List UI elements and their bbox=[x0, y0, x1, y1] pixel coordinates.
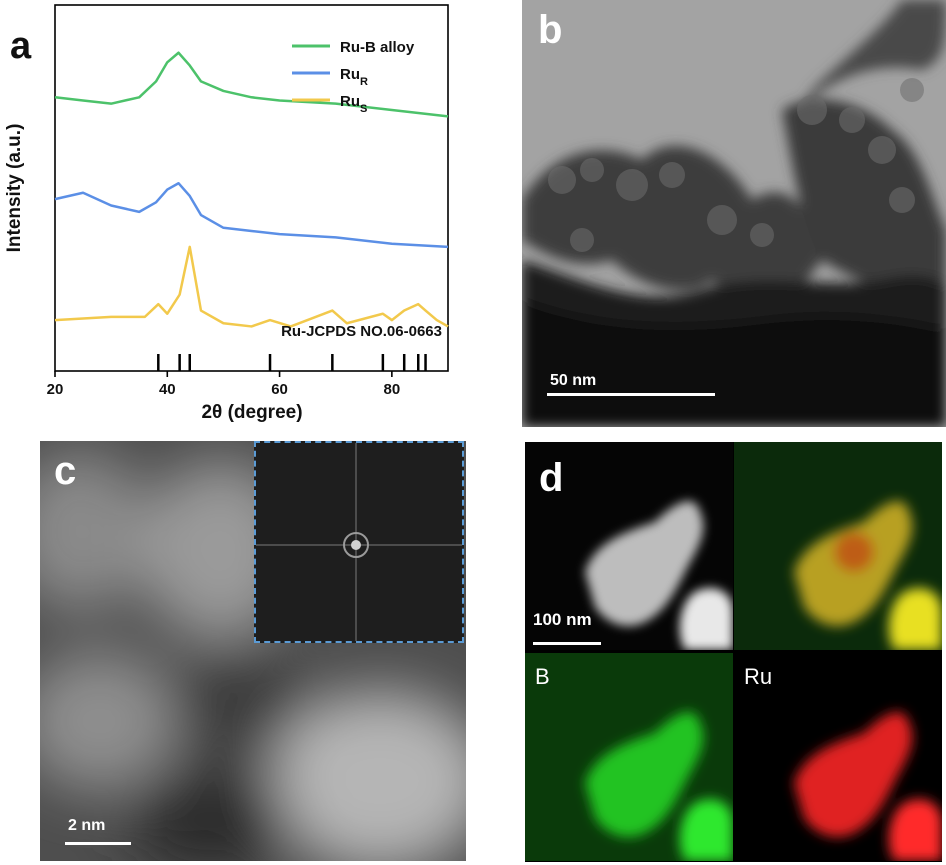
scale-bar bbox=[547, 393, 715, 396]
x-axis-label: 2θ (degree) bbox=[201, 402, 302, 423]
ruthenium-map bbox=[734, 653, 942, 861]
x-tick-label-2: 60 bbox=[271, 381, 288, 398]
y-axis-label: Intensity (a.u.) bbox=[4, 124, 25, 253]
panel-label-d: d bbox=[539, 456, 564, 500]
fft-pattern bbox=[256, 443, 462, 641]
boron-map bbox=[525, 653, 733, 861]
panel-label-a: a bbox=[10, 25, 32, 67]
legend-label-0: Ru-B alloy bbox=[340, 39, 415, 56]
xrd-chart: a 20 40 60 80 Ru-B alloy RuR RuS Ru-JCPDS NO.… bbox=[4, 4, 449, 423]
panel-d-eds-maps: 100 nm d B Ru bbox=[525, 442, 942, 862]
scale-bar-label: 100 nm bbox=[533, 610, 592, 629]
panel-label-b: b bbox=[538, 8, 563, 52]
scale-bar bbox=[65, 842, 131, 845]
series-line-0 bbox=[54, 51, 449, 118]
panel-c-stem-image: c 2 nm bbox=[40, 441, 466, 861]
series-line-2 bbox=[54, 245, 449, 328]
stem-micrograph bbox=[40, 441, 466, 861]
haadf-map bbox=[525, 442, 733, 650]
fft-inset bbox=[254, 441, 464, 643]
tem-micrograph bbox=[522, 0, 946, 427]
scale-bar bbox=[533, 642, 601, 645]
scale-bar-label: 2 nm bbox=[68, 817, 106, 834]
x-tick-label-3: 80 bbox=[384, 381, 401, 398]
boron-map-label: B bbox=[535, 664, 550, 689]
legend-label-1: RuR bbox=[340, 66, 368, 88]
reference-label: Ru-JCPDS NO.06-0663 bbox=[281, 323, 442, 340]
series-line-1 bbox=[54, 181, 449, 249]
plot-frame bbox=[54, 4, 449, 372]
x-tick-label-1: 40 bbox=[159, 381, 176, 398]
panel-label-c: c bbox=[54, 449, 77, 493]
ruthenium-map-label: Ru bbox=[744, 664, 773, 689]
panel-b-tem-image: b 50 nm bbox=[522, 0, 946, 427]
legend-label-2: RuS bbox=[340, 93, 367, 115]
x-tick-label-0: 20 bbox=[47, 381, 64, 398]
overlay-map bbox=[734, 442, 942, 650]
scale-bar-label: 50 nm bbox=[550, 372, 597, 389]
